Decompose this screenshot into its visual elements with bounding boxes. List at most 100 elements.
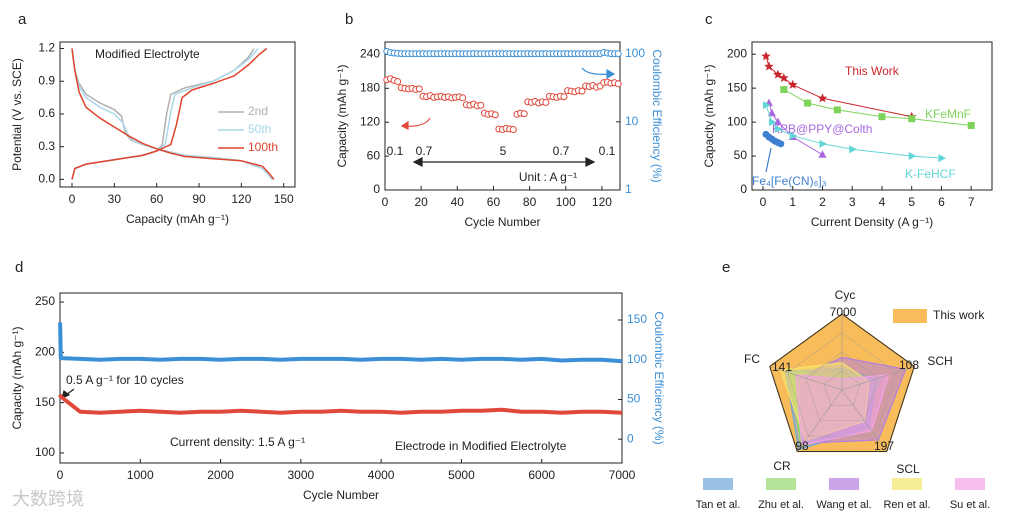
watermark: 大数跨境 — [12, 489, 84, 509]
panel-letter: e — [722, 259, 730, 276]
data-point — [779, 73, 789, 82]
radar-grid — [769, 313, 915, 452]
legend-label: 50th — [248, 122, 271, 136]
x-tick-label: 80 — [523, 195, 537, 209]
arrow-head — [585, 157, 596, 167]
x-tick-label: 4 — [879, 195, 886, 209]
data-point — [780, 86, 788, 94]
y-tick-label: 50 — [734, 148, 748, 162]
y-tick-label: 250 — [35, 294, 55, 308]
annotation: 0.7 — [553, 144, 570, 158]
y2-tick-label: 1 — [625, 182, 632, 196]
y-axis-title: Capacity (mAh g⁻¹) — [10, 326, 24, 429]
data-point — [817, 93, 828, 103]
radar-axis-label: Cyc — [835, 288, 856, 302]
data-point — [520, 110, 528, 118]
annotation: Modified Electrolyte — [95, 47, 200, 61]
y-tick-label: 1.2 — [38, 41, 55, 55]
data-point — [938, 154, 946, 163]
y-tick-label: 100 — [727, 114, 747, 128]
plot-frame — [751, 41, 993, 191]
radar-area — [795, 374, 890, 446]
plot-frame — [384, 41, 621, 191]
data-point — [614, 50, 622, 58]
series-label: KPB@PPY@Colth — [772, 122, 872, 136]
plot-frame — [59, 292, 623, 464]
y-tick-label: 120 — [360, 114, 380, 128]
radar-grid — [805, 351, 879, 422]
data-point — [477, 101, 485, 109]
data-point — [394, 78, 402, 86]
annotation: Unit : A g⁻¹ — [519, 170, 577, 184]
x-tick-label: 5000 — [448, 468, 475, 482]
data-point — [908, 115, 916, 123]
series-line — [58, 322, 623, 364]
data-point — [878, 113, 886, 121]
x-tick-label: 90 — [192, 192, 206, 206]
x-tick-label: 7 — [968, 195, 975, 209]
y2-tick-label: 100 — [627, 352, 647, 366]
plot-frame — [59, 41, 296, 188]
panel-letter: b — [345, 11, 353, 28]
x-tick-label: 5 — [908, 195, 915, 209]
y-tick-label: 150 — [35, 395, 55, 409]
arrow-head — [400, 120, 409, 130]
arrow-head — [412, 157, 423, 167]
data-point — [614, 80, 622, 88]
series-label: This Work — [845, 64, 900, 78]
legend-label: Ren et al. — [883, 499, 930, 511]
y-tick-label: 0.6 — [38, 106, 55, 120]
x-axis-title: Capacity (mAh g⁻¹) — [126, 212, 229, 226]
y-axis-title: Capacity (mAh g⁻¹) — [335, 64, 349, 167]
data-point — [509, 126, 517, 134]
radar-axis-max: 7000 — [830, 305, 857, 319]
legend-label: Tan et al. — [696, 499, 741, 511]
x-tick-label: 120 — [592, 195, 612, 209]
radar-axis-label: CR — [773, 459, 791, 473]
legend-swatch — [703, 478, 733, 490]
series-line — [71, 48, 273, 180]
y-axis-title: Capacity (mAh g⁻¹) — [702, 64, 716, 167]
y-tick-label: 0.9 — [38, 73, 55, 87]
panel-letter: d — [15, 259, 23, 276]
x-tick-label: 40 — [451, 195, 465, 209]
y-tick-label: 0.0 — [38, 172, 55, 186]
data-point — [764, 61, 774, 71]
x-tick-label: 120 — [231, 192, 251, 206]
x-tick-label: 3000 — [288, 468, 315, 482]
series-line — [71, 47, 275, 180]
annotation: 0.7 — [416, 144, 433, 158]
radar-grid — [823, 370, 861, 406]
x-axis-title: Current Density (A g⁻¹) — [811, 215, 933, 229]
data-point — [578, 87, 586, 95]
panel-letter: a — [18, 11, 27, 28]
data-point — [819, 139, 827, 148]
annotation: Current density: 1.5 A g⁻¹ — [170, 435, 305, 449]
series-label: KFeMnF — [925, 107, 971, 121]
data-point — [761, 51, 771, 61]
radar-axis-max: 197 — [874, 439, 894, 453]
legend-label: 2nd — [248, 104, 268, 118]
data-point — [967, 122, 975, 130]
x-tick-label: 150 — [274, 192, 294, 206]
y2-tick-label: 150 — [627, 312, 647, 326]
data-point — [804, 99, 812, 107]
radar-spoke — [797, 389, 843, 452]
x-axis-title: Cycle Number — [303, 488, 379, 502]
x-tick-label: 0 — [69, 192, 76, 206]
data-point — [762, 101, 771, 110]
y2-axis-title: Coulombic Efficiency (%) — [652, 311, 666, 444]
annotation: 5 — [500, 144, 507, 158]
legend-swatch — [829, 478, 859, 490]
radar-axis-max: 98 — [795, 439, 809, 453]
x-tick-label: 1 — [789, 195, 796, 209]
data-point — [415, 85, 423, 93]
radar-spoke — [841, 366, 915, 391]
annotation: 0.1 — [599, 144, 616, 158]
series-line — [783, 89, 972, 126]
radar-axis-label: FC — [744, 352, 760, 366]
x-axis-title: Cycle Number — [464, 215, 540, 229]
y-tick-label: 200 — [727, 46, 747, 60]
data-point — [560, 93, 568, 101]
